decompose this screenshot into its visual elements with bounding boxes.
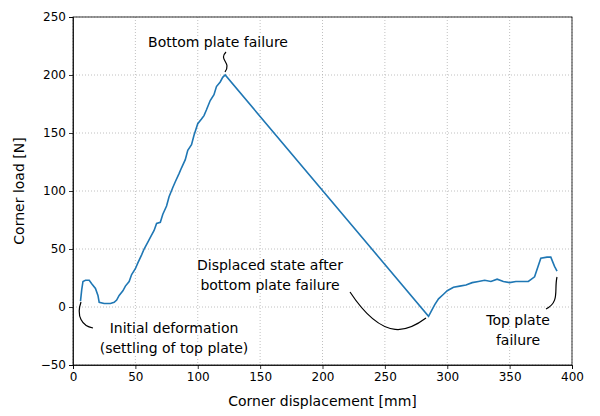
grid-line (135, 17, 136, 365)
tick-label: 0 (70, 370, 78, 384)
tick-label: 300 (436, 370, 459, 384)
tick: 0 (70, 365, 78, 384)
tick-label: 250 (374, 370, 397, 384)
grid-line (73, 307, 572, 308)
tick-label: 200 (312, 370, 335, 384)
series-line (80, 75, 557, 316)
annotation-arrow (546, 277, 557, 309)
annotation-arrow (79, 302, 93, 328)
annotation: Bottom plate failure (148, 34, 288, 72)
tick-mark (69, 191, 73, 192)
tick-label: −50 (41, 358, 66, 372)
annotation-text: Top plate (485, 312, 550, 328)
plot-area (80, 75, 557, 316)
tick: 50 (51, 242, 73, 256)
y-axis: −50 0 50 100 150 200 250 (41, 10, 74, 372)
tick: 0 (58, 300, 73, 314)
annotation-text: failure (496, 332, 540, 348)
tick: 150 (249, 365, 272, 384)
annotation: Initial deformation (settling of top plat… (79, 302, 248, 356)
tick: −50 (41, 358, 73, 372)
tick-mark (69, 133, 73, 134)
x-axis-title: Corner displacement [mm] (228, 393, 417, 409)
annotation-text: Displaced state after (197, 257, 343, 273)
tick: 350 (499, 365, 522, 384)
grid-line (197, 17, 198, 365)
tick-mark (323, 365, 324, 369)
grid-line (73, 249, 572, 250)
annotation-arrow (350, 292, 426, 330)
tick-mark (69, 307, 73, 308)
tick-mark (572, 365, 573, 369)
tick-label: 150 (43, 126, 66, 140)
tick-mark (510, 365, 511, 369)
y-axis-title: Corner load [N] (11, 137, 27, 244)
tick: 400 (561, 365, 584, 384)
tick: 100 (187, 365, 210, 384)
tick: 300 (436, 365, 459, 384)
tick: 50 (128, 365, 143, 384)
tick-label: 200 (43, 68, 66, 82)
plot-frame (73, 17, 572, 365)
x-axis: 0 50 100 150 200 250 300 350 400 (70, 365, 584, 384)
grid-line (447, 17, 448, 365)
tick-mark (447, 365, 448, 369)
tick-label: 100 (187, 370, 210, 384)
tick-mark (135, 365, 136, 369)
tick-mark (69, 365, 73, 366)
tick: 250 (374, 365, 397, 384)
tick-label: 0 (58, 300, 66, 314)
annotation-text: (settling of top plate) (100, 340, 249, 356)
annotation-text: Initial deformation (110, 320, 239, 336)
grid-line (73, 133, 572, 134)
tick: 200 (312, 365, 335, 384)
tick: 200 (43, 68, 73, 82)
tick-label: 50 (51, 242, 66, 256)
tick-label: 100 (43, 184, 66, 198)
axis-line (74, 366, 573, 370)
grid (73, 17, 572, 365)
tick-mark (385, 365, 386, 369)
tick-mark (69, 249, 73, 250)
tick-mark (198, 365, 199, 369)
tick-label: 250 (43, 10, 66, 24)
annotation: Top plate failure (485, 277, 557, 348)
tick-label: 400 (561, 370, 584, 384)
annotation: Displaced state after bottom plate failur… (197, 257, 426, 330)
annotation-text: bottom plate failure (200, 277, 339, 293)
tick-mark (69, 17, 73, 18)
tick-mark (69, 75, 73, 76)
tick: 250 (43, 10, 73, 24)
annotation-arrow (223, 52, 227, 72)
annotation-text: Bottom plate failure (148, 34, 288, 50)
chart: 0 50 100 150 200 250 300 350 400 −50 0 50 100 150 200 2… (0, 0, 600, 416)
tick-label: 350 (499, 370, 522, 384)
grid-line (73, 75, 572, 76)
tick-mark (260, 365, 261, 369)
tick-label: 150 (249, 370, 272, 384)
tick: 100 (43, 184, 73, 198)
tick-label: 50 (128, 370, 143, 384)
tick: 150 (43, 126, 73, 140)
